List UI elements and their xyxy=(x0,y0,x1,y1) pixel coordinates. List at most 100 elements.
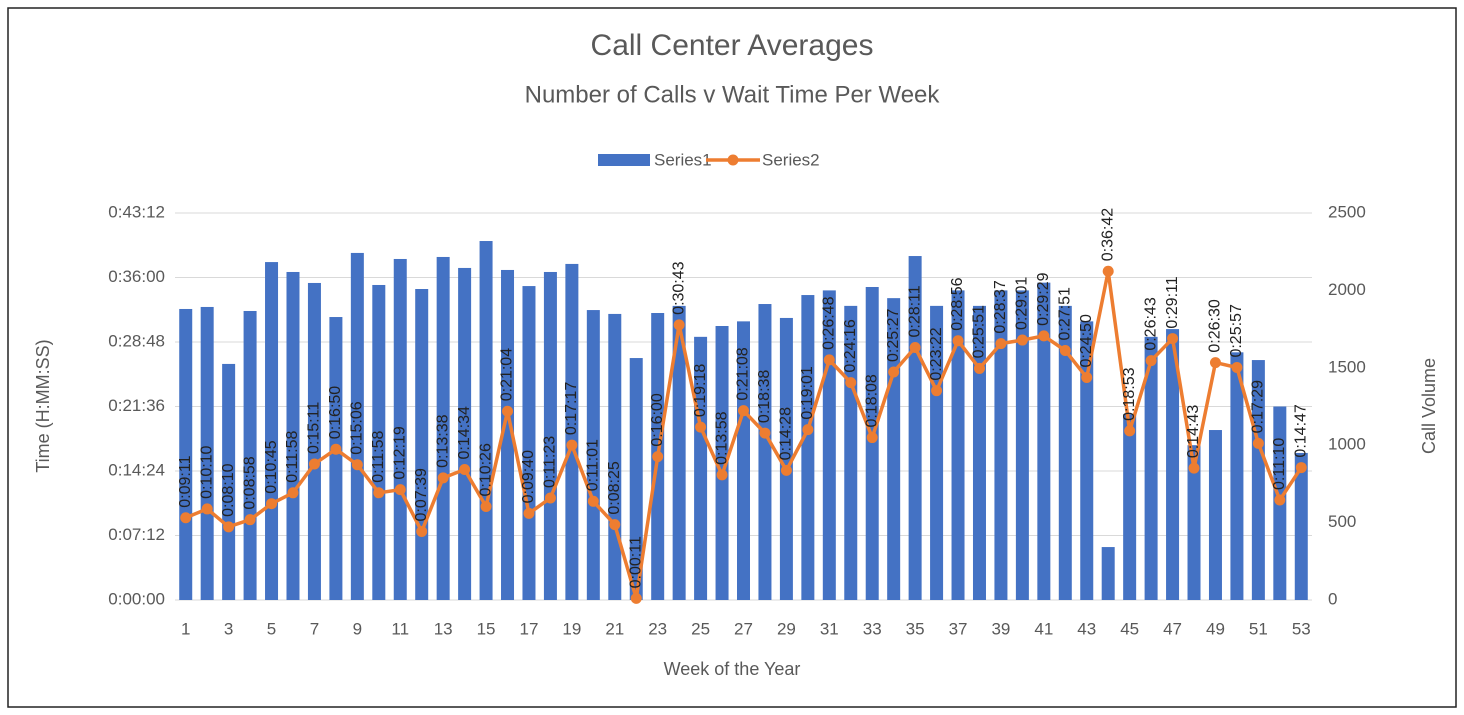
x-tick-label: 45 xyxy=(1120,619,1139,638)
data-label: 0:26:48 xyxy=(821,296,838,349)
marker xyxy=(952,335,964,347)
y2-tick-label: 1000 xyxy=(1328,435,1366,454)
y2-tick-label: 1500 xyxy=(1328,357,1366,376)
x-tick-label: 27 xyxy=(734,619,753,638)
marker xyxy=(1209,357,1221,369)
y-tick-label: 0:43:12 xyxy=(108,202,165,221)
data-label: 0:26:30 xyxy=(1207,299,1224,352)
marker xyxy=(244,514,256,526)
marker xyxy=(1038,330,1050,342)
marker xyxy=(223,521,235,533)
data-label: 0:17:29 xyxy=(1250,380,1267,433)
data-label: 0:19:18 xyxy=(692,364,709,417)
data-label: 0:14:43 xyxy=(1185,405,1202,458)
data-label: 0:10:26 xyxy=(477,443,494,496)
bar xyxy=(265,262,279,600)
marker xyxy=(394,484,406,496)
marker xyxy=(1081,372,1093,384)
data-label: 0:24:50 xyxy=(1078,314,1095,367)
bar xyxy=(1208,430,1222,600)
x-tick-label: 7 xyxy=(310,619,319,638)
marker xyxy=(1188,462,1200,474)
data-label: 0:18:08 xyxy=(863,374,880,427)
x-tick-label: 33 xyxy=(863,619,882,638)
y-tick-label: 0:00:00 xyxy=(108,589,165,608)
data-label: 0:16:50 xyxy=(327,386,344,439)
x-tick-label: 47 xyxy=(1163,619,1182,638)
bar xyxy=(222,363,236,600)
bar xyxy=(1187,445,1201,600)
y2-tick-label: 0 xyxy=(1328,589,1337,608)
x-tick-label: 43 xyxy=(1077,619,1096,638)
marker xyxy=(523,507,535,519)
bar xyxy=(1037,282,1051,600)
data-label: 0:25:57 xyxy=(1228,304,1245,357)
marker xyxy=(416,525,428,537)
bar xyxy=(779,317,793,600)
marker xyxy=(1145,355,1157,367)
data-label: 0:15:06 xyxy=(349,401,366,454)
x-tick-label: 5 xyxy=(267,619,276,638)
marker xyxy=(1124,425,1136,437)
bar xyxy=(1101,547,1115,600)
bar xyxy=(307,282,321,600)
bar xyxy=(758,304,772,600)
marker xyxy=(823,354,835,366)
marker xyxy=(266,498,278,510)
data-label: 0:11:01 xyxy=(585,439,602,491)
bar xyxy=(415,289,429,600)
marker xyxy=(566,439,578,451)
marker xyxy=(437,472,449,484)
x-tick-label: 3 xyxy=(224,619,233,638)
data-label: 0:15:11 xyxy=(306,402,323,454)
x-tick-label: 19 xyxy=(562,619,581,638)
marker xyxy=(845,377,857,389)
marker xyxy=(1295,462,1307,474)
marker xyxy=(995,338,1007,350)
x-tick-label: 53 xyxy=(1292,619,1311,638)
marker xyxy=(931,385,943,397)
x-tick-label: 23 xyxy=(648,619,667,638)
bar xyxy=(586,310,600,600)
data-label: 0:14:47 xyxy=(1292,404,1309,457)
data-label: 0:25:27 xyxy=(885,309,902,362)
data-label: 0:13:38 xyxy=(434,414,451,467)
data-label: 0:29:11 xyxy=(1164,276,1181,328)
x-tick-label: 41 xyxy=(1034,619,1053,638)
marker xyxy=(1167,333,1179,345)
chart-subtitle: Number of Calls v Wait Time Per Week xyxy=(525,81,941,108)
data-label: 0:11:58 xyxy=(370,431,387,483)
data-label: 0:09:40 xyxy=(520,450,537,503)
marker xyxy=(308,458,320,470)
data-label: 0:28:37 xyxy=(992,280,1009,333)
x-tick-label: 13 xyxy=(434,619,453,638)
bar xyxy=(1166,329,1180,600)
bar xyxy=(501,269,515,600)
bar xyxy=(801,295,815,600)
bar xyxy=(522,286,536,600)
bar xyxy=(329,317,343,600)
data-label: 0:26:43 xyxy=(1142,297,1159,350)
marker xyxy=(1102,265,1114,277)
marker xyxy=(587,495,599,507)
data-label: 0:27:51 xyxy=(1057,287,1074,340)
marker xyxy=(1274,494,1286,506)
x-tick-label: 51 xyxy=(1249,619,1268,638)
bar xyxy=(372,284,386,600)
y-tick-label: 0:21:36 xyxy=(108,396,165,415)
data-label: 0:30:43 xyxy=(670,261,687,314)
x-tick-label: 49 xyxy=(1206,619,1225,638)
y-axis-label: Time (H:MM:SS) xyxy=(33,339,53,472)
bar xyxy=(672,305,686,600)
x-tick-label: 17 xyxy=(520,619,539,638)
data-label: 0:28:11 xyxy=(906,285,923,337)
data-label: 0:18:38 xyxy=(756,370,773,423)
marker xyxy=(695,421,707,433)
bar xyxy=(543,271,557,600)
data-label: 0:00:11 xyxy=(627,536,644,588)
bar xyxy=(1123,414,1137,600)
x-tick-label: 31 xyxy=(820,619,839,638)
data-label: 0:08:58 xyxy=(241,456,258,509)
y-tick-label: 0:28:48 xyxy=(108,331,165,350)
